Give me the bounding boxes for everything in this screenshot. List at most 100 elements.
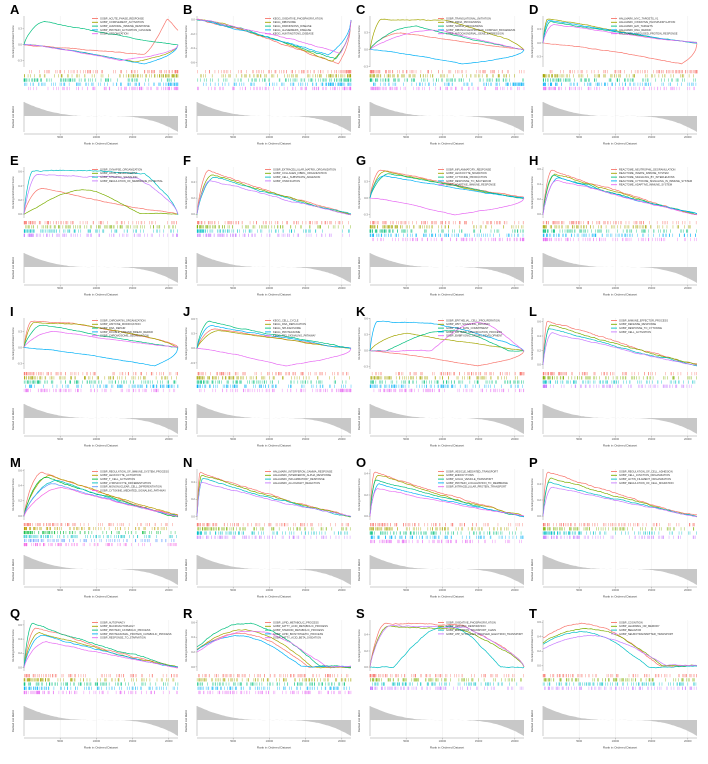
x-axis-title: Rank in Ordered Dataset xyxy=(430,444,464,448)
y-axis-labels: Running Enrichment Score Ranked List Metr… xyxy=(184,25,188,128)
legend-label: GOBP_SYNAPSE_ORGANIZATION xyxy=(100,167,142,171)
y-axis-title-top: Running Enrichment Score xyxy=(357,478,361,511)
es-axis: -0.3 0.0 0.3 0.6 xyxy=(190,317,198,369)
x-tick-label: 20000 xyxy=(684,286,692,290)
barcode-row xyxy=(372,682,518,686)
y-axis-title-top: Running Enrichment Score xyxy=(530,629,534,662)
legend-entry: GOBP_MITOCHONDRIAL_GENE_EXPRESSION xyxy=(438,32,504,36)
series-curve xyxy=(369,25,525,51)
svg-text:0.2: 0.2 xyxy=(537,197,541,201)
x-axis-title: Rank in Ordered Dataset xyxy=(603,746,637,750)
panel-label: M xyxy=(10,455,21,470)
series-curve xyxy=(196,347,352,367)
y-axis-title-bottom: Ranked List Metric xyxy=(11,558,15,581)
barcode-row xyxy=(369,74,515,78)
hit-ticks xyxy=(542,70,698,91)
x-tick-label: 20000 xyxy=(511,437,519,441)
series-curve xyxy=(23,44,179,61)
legend-entry: GOBP_RRNA_PROCESSING xyxy=(438,20,481,24)
legend-label: GOBP_IMMUNE_EFFECTOR_PROCESS xyxy=(619,318,668,322)
es-curves xyxy=(369,169,525,216)
barcode-row xyxy=(196,531,348,535)
legend-entry: KEGG_RIBOSOME xyxy=(265,20,296,24)
series-curve xyxy=(542,177,698,215)
x-tick-label: 20000 xyxy=(511,286,519,290)
x-tick-label: 5000 xyxy=(576,588,582,592)
x-tick-label: 5000 xyxy=(403,588,409,592)
ranked-metric xyxy=(23,253,178,283)
series-curve xyxy=(369,624,525,667)
x-tick-label: 10000 xyxy=(266,135,274,139)
gsea-plot: -0.3 0.0 0.3 0.6 KEGG_CELL_CYCLEKEGG_DNA_REP… xyxy=(184,317,352,448)
x-axis-title: Rank in Ordered Dataset xyxy=(257,746,291,750)
legend-entry: GOBP_DEFENSE_RESPONSE xyxy=(611,322,656,326)
ranked-metric-area xyxy=(197,252,351,283)
x-tick-label: 5000 xyxy=(57,135,63,139)
barcode-row xyxy=(199,388,352,393)
legend-label: GOBP_FATTY_ACID_METABOLIC_PROCESS xyxy=(273,624,328,628)
x-tick-label: 10000 xyxy=(93,588,101,592)
x-tick-label: 20000 xyxy=(165,588,173,592)
es-axis: 0.00.20.4 xyxy=(364,469,371,520)
y-axis-title-bottom: Ranked List Metric xyxy=(184,709,188,732)
legend-entry: KEGG_PROTEASOME xyxy=(265,330,301,334)
series-curve xyxy=(542,486,698,517)
gsea-panel-G: G -0.3 0.0 0.3 GOBP_INFLAMMATORY_RESPONSE GOB… xyxy=(356,154,527,303)
y-axis-labels: Running Enrichment Score Ranked List Metr… xyxy=(11,478,15,581)
barcode-row xyxy=(25,225,176,229)
legend-label: GOBP_AUTOPHAGY xyxy=(100,620,125,624)
x-tick-label: 10000 xyxy=(612,135,620,139)
y-axis-title-top: Running Enrichment Score xyxy=(184,327,188,360)
es-curves xyxy=(369,471,525,518)
gsea-plot: -0.6 -0.4 -0.2 0.0 KEGG_OXIDATIVE_PHOSPHORYL… xyxy=(184,16,352,146)
barcode-row xyxy=(371,372,525,376)
legend-label: GOBP_PATTERN_SPECIFICATION_PROCESS xyxy=(446,330,502,334)
hit-ticks xyxy=(197,70,352,91)
gsea-plot: 0.00.20.4 HALLMARK_INTERFERON_GAMMA_RESPO… xyxy=(184,469,352,599)
x-tick-label: 20000 xyxy=(165,739,173,743)
series-curve xyxy=(196,635,352,668)
x-axis-title: Rank in Ordered Dataset xyxy=(257,595,291,599)
legend-entry: GOBP_HISTONE_MODIFICATION xyxy=(92,322,141,326)
x-tick-label: 10000 xyxy=(439,135,447,139)
legend-label: GOBP_COGNITION xyxy=(619,620,643,624)
barcode-row xyxy=(369,531,522,535)
legend: HALLMARK_MYC_TARGETS_V1HALLMARK_OXIDATIV… xyxy=(611,16,678,36)
panel-label: Q xyxy=(10,606,21,621)
legend-label: GOBP_CYTOKINE_MEDIATED_SIGNALING_PATHWAY xyxy=(100,488,166,492)
hit-ticks xyxy=(196,221,351,237)
x-axis: 5000 10000 15000 20000 Rank in Ordered Datas… xyxy=(197,586,351,599)
y-axis-labels: Running Enrichment Score Ranked List Metr… xyxy=(11,176,15,279)
svg-text:0.0: 0.0 xyxy=(18,345,22,349)
legend-entry: REACTOME_ADAPTIVE_IMMUNE_SYSTEM xyxy=(611,183,672,187)
barcode-row xyxy=(373,82,525,86)
y-axis-title-top: Running Enrichment Score xyxy=(530,176,534,209)
y-axis-labels: Running Enrichment Score Ranked List Metr… xyxy=(11,327,15,430)
gsea-plot: -0.30.00.3HALLMARK_MYC_TARGETS_V1HALLMAR… xyxy=(530,16,698,146)
barcode-row xyxy=(542,237,697,242)
x-tick-label: 20000 xyxy=(165,286,173,290)
gsea-panel-R: R 0.0 0.2 0.4 0.6 GOBP_LIPID_METABOLIC_PROCES… xyxy=(183,607,354,756)
legend-label: GOBP_EMBRYONIC_ORGAN_DEVELOPMENT xyxy=(446,334,503,338)
x-axis-title: Rank in Ordered Dataset xyxy=(603,595,637,599)
x-tick-label: 15000 xyxy=(475,135,483,139)
x-axis: 5000 10000 15000 20000 Rank in Ordered Datas… xyxy=(24,435,178,448)
y-axis-title-bottom: Ranked List Metric xyxy=(357,256,361,279)
legend-entry: GOBP_RESPONSE_TO_STARVATION xyxy=(92,636,146,640)
x-axis-title: Rank in Ordered Dataset xyxy=(603,142,637,146)
barcode-row xyxy=(28,86,179,91)
legend-label: GOBP_DEFENSE_RESPONSE xyxy=(619,322,656,326)
legend-label: GOBP_LEUKOCYTE_MIGRATION xyxy=(446,171,487,175)
gsea-panel-A: A -0.3 0.0 0.3 GOBP_ACUTE_PHASE_RESPONSE GOBP… xyxy=(10,3,181,152)
legend-label: GOBP_ACUTE_PHASE_RESPONSE xyxy=(100,16,144,20)
barcode-row xyxy=(197,221,349,225)
y-axis-title-top: Running Enrichment Score xyxy=(357,25,361,58)
gsea-panel-Q: Q 0.0 0.2 0.4 0.6 GOBP_AUTOPHAGY GOBP_MACROAUT… xyxy=(10,606,181,756)
legend-entry: HALLMARK_E2F_TARGETS xyxy=(611,24,653,28)
y-axis-title-bottom: Ranked List Metric xyxy=(530,558,534,581)
series-curve xyxy=(196,325,352,349)
barcode-row xyxy=(197,527,351,531)
hit-ticks xyxy=(23,372,179,393)
barcode-row xyxy=(542,82,697,86)
x-tick-label: 5000 xyxy=(576,437,582,441)
